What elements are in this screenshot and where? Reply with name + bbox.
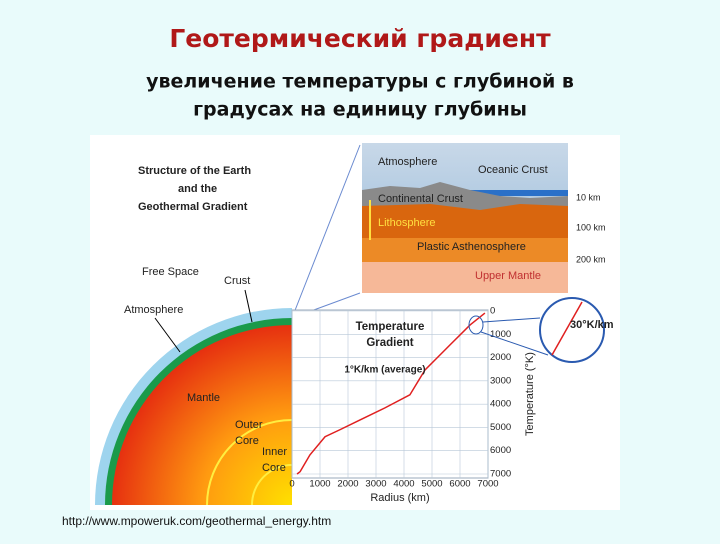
inset: [291, 143, 568, 319]
depth-label: 200 km: [576, 254, 606, 264]
annotation: 1°K/km (average): [344, 365, 425, 376]
title: Геотермический градиент: [169, 24, 551, 53]
chart-title: Temperature: [356, 321, 425, 333]
x-tick-label: 7000: [477, 479, 498, 490]
x-tick-label: 2000: [337, 479, 358, 490]
y-tick-label: 1000: [490, 329, 511, 340]
y-axis-label: Temperature (°K): [524, 352, 536, 436]
inset-label: Oceanic Crust: [478, 164, 548, 176]
inset-label: Lithosphere: [378, 217, 436, 229]
x-axis-label: Radius (km): [370, 492, 429, 504]
data-line: [296, 312, 486, 475]
zoom-marker: [468, 315, 484, 335]
chart: 0 1000 2000 3000 4000 5000 6000 7000 0 1000 2000 30…: [289, 306, 536, 504]
asthenosphere: [362, 238, 568, 262]
y-tick-label: 3000: [490, 375, 511, 386]
x-tick-label: 3000: [365, 479, 386, 490]
x-tick-label: 1000: [309, 479, 330, 490]
y-tick-label: 0: [490, 306, 495, 317]
subtitle: градусах на единицу глубины: [193, 99, 527, 121]
lithosphere: [362, 204, 568, 242]
inset-label: Atmosphere: [378, 156, 437, 168]
pointer: [244, 289, 253, 323]
inner-core-boundary: [251, 464, 293, 506]
earth-label: Inner: [262, 446, 287, 458]
depth-label: 10 km: [576, 192, 601, 202]
x-tick-label: 4000: [393, 479, 414, 490]
chart-title: Gradient: [366, 337, 413, 349]
plot-area: [291, 309, 489, 479]
source-url: http://www.mpoweruk.com/geothermal_energ…: [62, 514, 331, 528]
y-tick-label: 5000: [490, 422, 511, 433]
inset-label: Continental Crust: [378, 193, 463, 205]
earth-label: Outer: [235, 419, 263, 431]
earth-label: Core: [235, 435, 259, 447]
figure-heading: Structure of the Earth: [138, 165, 251, 177]
x-tick-label: 6000: [449, 479, 470, 490]
x-tick-label: 0: [289, 479, 294, 490]
earth-label: Core: [262, 462, 286, 474]
connector: [291, 144, 361, 319]
inset-label: Upper Mantle: [475, 270, 541, 282]
figure-heading: and the: [178, 183, 217, 195]
connector: [480, 331, 549, 356]
subtitle: увеличение температуры с глубиной в: [146, 71, 574, 93]
y-tick-label: 7000: [490, 469, 511, 480]
mantle-layer: [112, 325, 292, 505]
earth-label: Free Space: [142, 266, 199, 278]
y-tick-label: 6000: [490, 445, 511, 456]
pointer: [154, 317, 181, 353]
zoom-circle: [539, 297, 605, 363]
annotation: 30°K/km: [570, 319, 614, 331]
inset-label: Plastic Asthenosphere: [417, 241, 526, 253]
depth-label: 100 km: [576, 222, 606, 232]
earth-label: Crust: [224, 275, 250, 287]
zoom-line: [551, 301, 583, 356]
figure-heading: Geothermal Gradient: [138, 201, 248, 213]
y-tick-label: 4000: [490, 399, 511, 410]
x-tick-label: 5000: [421, 479, 442, 490]
connector: [482, 317, 541, 323]
upper-mantle: [362, 262, 568, 293]
outer-core-boundary: [206, 419, 293, 506]
earth: [95, 289, 293, 506]
earth-label: Mantle: [187, 392, 220, 404]
earth-label: Atmosphere: [124, 304, 183, 316]
y-tick-label: 2000: [490, 352, 511, 363]
